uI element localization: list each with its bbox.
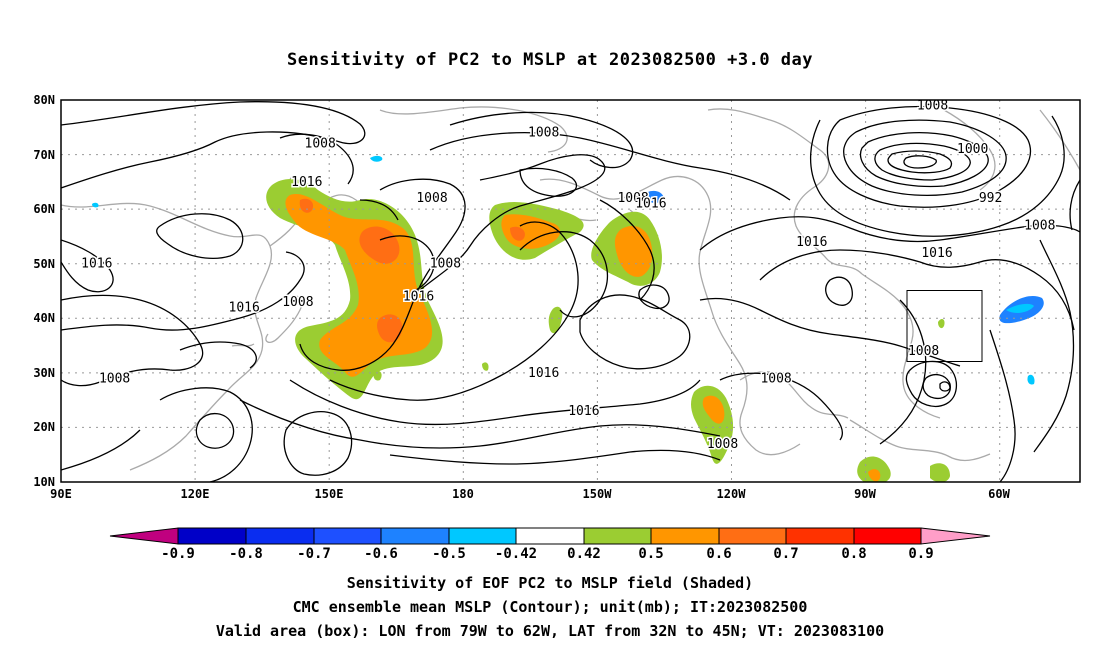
contour-label: 1016 (81, 257, 112, 272)
colorbar-swatch (583, 527, 652, 545)
lat-label-70n: 70N (33, 148, 55, 162)
colorbar: -0.9 -0.8 -0.7 -0.6 -0.5 -0.42 0.42 0.5 … (109, 527, 991, 562)
lon-label-90e: 90E (50, 487, 72, 501)
contour-label: 1016 (403, 290, 434, 305)
lat-label-80n: 80N (33, 93, 55, 107)
map-frame (60, 99, 1081, 483)
contour-label: 992 (979, 191, 1002, 206)
lat-label-50n: 50N (33, 257, 55, 271)
colorbar-swatch (785, 527, 855, 545)
contour-label: 1000 (957, 142, 988, 157)
lat-label-10n: 10N (33, 475, 55, 489)
contour-label: 1008 (617, 191, 648, 206)
lon-label-60w: 60W (988, 487, 1010, 501)
colorbar-label: -0.42 (495, 546, 537, 562)
colorbar-label: 0.5 (638, 546, 663, 562)
lat-label-20n: 20N (33, 420, 55, 434)
lat-label-30n: 30N (33, 366, 55, 380)
colorbar-label: -0.8 (229, 546, 263, 562)
colorbar-label: 0.6 (706, 546, 731, 562)
contour-label: 1016 (796, 235, 827, 250)
contour-label: 1008 (760, 371, 791, 386)
contour-label: 1008 (917, 99, 948, 114)
contour-label: 1008 (1024, 219, 1055, 234)
colorbar-swatch (313, 527, 382, 545)
contour-label: 1008 (99, 371, 130, 386)
colorbar-left-arrow (109, 527, 179, 545)
colorbar-label: 0.9 (908, 546, 933, 562)
contour-label: 1008 (416, 191, 447, 206)
colorbar-swatch (650, 527, 720, 545)
contour-label: 1016 (291, 175, 322, 190)
lon-label-150e: 150E (315, 487, 344, 501)
contour-label: 1008 (305, 137, 336, 152)
colorbar-label: 0.7 (773, 546, 798, 562)
colorbar-swatch (380, 527, 450, 545)
latitude-axis: 80N 70N 60N 50N 40N 30N 20N 10N (33, 93, 55, 489)
contour-label: 1016 (921, 246, 952, 261)
valid-area-box (906, 290, 983, 362)
lat-label-40n: 40N (33, 311, 55, 325)
colorbar-swatch (245, 527, 315, 545)
caption-contour: CMC ensemble mean MSLP (Contour); unit(m… (292, 598, 808, 616)
contour-label: 1016 (568, 404, 599, 419)
caption-valid-area: Valid area (box): LON from 79W to 62W, L… (215, 622, 885, 640)
plot-title: Sensitivity of PC2 to MSLP at 2023082500… (286, 50, 813, 70)
colorbar-label: 0.8 (841, 546, 866, 562)
lat-label-60n: 60N (33, 202, 55, 216)
lon-label-90w: 90W (854, 487, 876, 501)
contour-label: 1016 (528, 366, 559, 381)
contour-label: 1008 (430, 257, 461, 272)
lon-label-120w: 120W (717, 487, 747, 501)
colorbar-swatch (718, 527, 787, 545)
caption-shaded: Sensitivity of EOF PC2 to MSLP field (Sh… (346, 574, 754, 592)
lon-label-180: 180 (452, 487, 474, 501)
colorbar-label: -0.5 (432, 546, 466, 562)
colorbar-swatch (177, 527, 247, 545)
colorbar-label: 0.42 (567, 546, 601, 562)
lat-lon-grid (61, 100, 1080, 482)
contour-label: 1008 (282, 295, 313, 310)
lon-label-150w: 150W (583, 487, 613, 501)
contour-label: 1008 (908, 344, 939, 359)
colorbar-label: -0.7 (297, 546, 331, 562)
colorbar-swatch (448, 527, 517, 545)
colorbar-label: -0.6 (364, 546, 398, 562)
longitude-axis: 90E 120E 150E 180 150W 120W 90W 60W (50, 487, 1010, 501)
sensitivity-shading (92, 155, 1044, 482)
lon-label-120e: 120E (181, 487, 210, 501)
colorbar-right-arrow (920, 527, 991, 545)
contour-label: 1008 (528, 126, 559, 141)
colorbar-label: -0.9 (161, 546, 195, 562)
colorbar-swatch (853, 527, 922, 545)
mslp-contours (61, 101, 1080, 482)
contour-label: 1008 (707, 437, 738, 452)
contour-label: 1016 (229, 300, 260, 315)
colorbar-swatch (515, 527, 585, 545)
contour-label: 1016 (635, 197, 666, 212)
